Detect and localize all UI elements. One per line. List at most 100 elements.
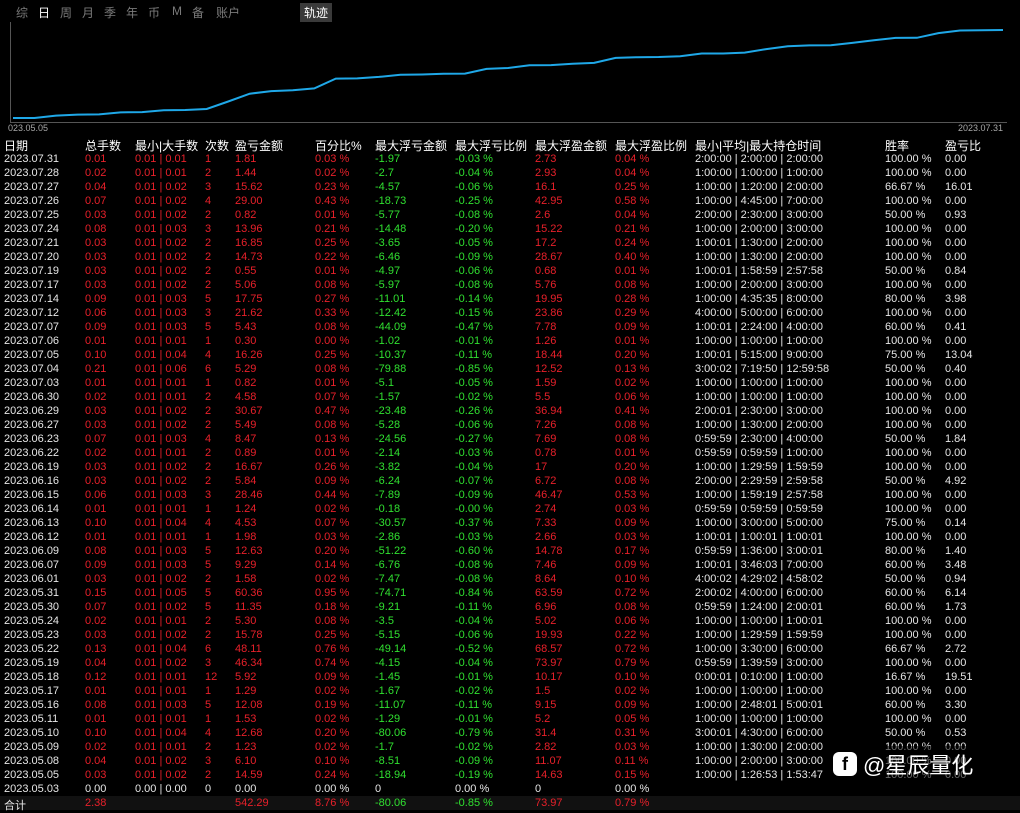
watermark: f @星辰量化 xyxy=(833,746,1017,782)
table-cell: 0.03 xyxy=(85,237,107,249)
table-cell: 0.19 % xyxy=(315,699,350,711)
table-cell: 0.08 % xyxy=(615,433,650,445)
table-row[interactable]: 2023.07.21 0.03 0.01 | 0.02 2 16.85 0.25 % -3.… xyxy=(0,236,1020,250)
tab-7[interactable]: M xyxy=(172,4,182,18)
table-row[interactable]: 2023.06.16 0.03 0.01 | 0.02 2 5.84 0.09 % -6.2… xyxy=(0,474,1020,488)
table-cell: 0.06 % xyxy=(615,391,650,403)
table-cell: -0.08 % xyxy=(455,559,493,571)
table-row[interactable]: 2023.06.15 0.06 0.01 | 0.03 3 28.46 0.44 % -7.… xyxy=(0,488,1020,502)
column-header[interactable]: 次数 xyxy=(205,139,230,153)
table-row[interactable]: 2023.05.03 0.00 0.00 | 0.00 0 0.00 0.00 % 0 0.0… xyxy=(0,782,1020,796)
table-cell: -0.00 % xyxy=(455,503,493,515)
table-cell: -4.57 xyxy=(375,181,401,193)
table-cell: 2023.06.19 xyxy=(4,461,60,473)
table-row[interactable]: 2023.06.13 0.10 0.01 | 0.04 4 4.53 0.07 % -30.… xyxy=(0,516,1020,530)
table-cell: -0.85 % xyxy=(455,363,493,375)
table-cell: 7.78 xyxy=(535,321,557,333)
table-cell: 0.72 % xyxy=(615,587,650,599)
table-row[interactable]: 2023.07.05 0.10 0.01 | 0.04 4 16.26 0.25 % -10… xyxy=(0,348,1020,362)
table-cell: 1.59 xyxy=(535,377,557,389)
column-header[interactable]: 百分比% xyxy=(315,139,362,153)
tab-trajectory[interactable]: 轨迹 xyxy=(300,3,333,22)
table-row[interactable]: 2023.06.09 0.08 0.01 | 0.03 5 12.63 0.20 % -51… xyxy=(0,544,1020,558)
column-header[interactable]: 最小|大手数 xyxy=(135,139,199,153)
table-row[interactable]: 2023.07.07 0.09 0.01 | 0.03 5 5.43 0.08 % -44.… xyxy=(0,320,1020,334)
table-row[interactable]: 2023.07.24 0.08 0.01 | 0.03 3 13.96 0.21 % -14… xyxy=(0,222,1020,236)
column-header[interactable]: 最大浮亏比例 xyxy=(455,139,528,153)
table-cell: 100.00 % xyxy=(885,657,932,669)
table-row[interactable]: 2023.05.23 0.03 0.01 | 0.02 2 15.78 0.25 % -5.… xyxy=(0,628,1020,642)
column-header[interactable]: 最小|平均|最大持仓时间 xyxy=(695,139,822,153)
table-row[interactable]: 2023.05.16 0.08 0.01 | 0.03 5 12.08 0.19 % -11… xyxy=(0,698,1020,712)
column-header[interactable]: 最大浮盈金额 xyxy=(535,139,608,153)
tab-1[interactable]: 日 xyxy=(38,6,51,20)
table-row[interactable]: 2023.06.01 0.03 0.01 | 0.02 2 1.58 0.02 % -7.4… xyxy=(0,572,1020,586)
column-header[interactable]: 盈亏比 xyxy=(945,139,982,153)
table-row[interactable]: 2023.05.19 0.04 0.01 | 0.02 3 46.34 0.74 % -4.… xyxy=(0,656,1020,670)
table-row[interactable]: 2023.07.20 0.03 0.01 | 0.02 2 14.73 0.22 % -6.… xyxy=(0,250,1020,264)
table-cell: 2023.06.23 xyxy=(4,433,60,445)
table-row[interactable]: 2023.05.05 0.03 0.01 | 0.02 2 14.59 0.24 % -18… xyxy=(0,768,1020,782)
table-row[interactable]: 2023.05.22 0.13 0.01 | 0.04 6 48.11 0.76 % -49… xyxy=(0,642,1020,656)
table-cell: 66.67 % xyxy=(885,181,926,193)
table-row[interactable]: 2023.07.27 0.04 0.01 | 0.02 3 15.62 0.23 % -4.… xyxy=(0,180,1020,194)
table-row[interactable]: 2023.07.17 0.03 0.01 | 0.02 2 5.06 0.08 % -5.9… xyxy=(0,278,1020,292)
tab-0[interactable]: 综 xyxy=(16,6,29,20)
table-cell: 2023.07.24 xyxy=(4,223,60,235)
table-cell: 0.25 % xyxy=(615,181,650,193)
column-header[interactable]: 最大浮盈比例 xyxy=(615,139,688,153)
table-row[interactable]: 2023.06.12 0.01 0.01 | 0.01 1 1.98 0.03 % -2.8… xyxy=(0,530,1020,544)
table-cell: 2:00:02 | 4:00:00 | 6:00:00 xyxy=(695,587,824,599)
tab-4[interactable]: 季 xyxy=(104,6,117,20)
table-row[interactable]: 2023.06.27 0.03 0.01 | 0.02 2 5.49 0.08 % -5.2… xyxy=(0,418,1020,432)
tab-2[interactable]: 周 xyxy=(60,6,73,20)
tab-8[interactable]: 备 xyxy=(192,6,205,20)
table-row[interactable]: 2023.05.10 0.10 0.01 | 0.04 4 12.68 0.20 % -80… xyxy=(0,726,1020,740)
tab-5[interactable]: 年 xyxy=(126,6,139,20)
table-row[interactable]: 2023.05.11 0.01 0.01 | 0.01 1 1.53 0.02 % -1.2… xyxy=(0,712,1020,726)
column-header[interactable]: 盈亏金额 xyxy=(235,139,284,153)
table-row[interactable]: 2023.05.18 0.12 0.01 | 0.01 12 5.92 0.09 % -1.… xyxy=(0,670,1020,684)
table-cell: 2.93 xyxy=(535,167,557,179)
table-cell: 0.05 % xyxy=(615,713,650,725)
table-cell: -11.07 xyxy=(375,699,406,711)
table-row[interactable]: 2023.07.14 0.09 0.01 | 0.03 5 17.75 0.27 % -11… xyxy=(0,292,1020,306)
table-row[interactable]: 2023.07.25 0.03 0.01 | 0.02 2 0.82 0.01 % -5.7… xyxy=(0,208,1020,222)
table-row[interactable]: 2023.06.07 0.09 0.01 | 0.03 5 9.29 0.14 % -6.7… xyxy=(0,558,1020,572)
table-row[interactable]: 2023.06.22 0.02 0.01 | 0.01 2 0.89 0.01 % -2.1… xyxy=(0,446,1020,460)
table-row[interactable]: 2023.05.24 0.02 0.01 | 0.01 2 5.30 0.08 % -3.5… xyxy=(0,614,1020,628)
table-cell: 0.01 % xyxy=(315,265,350,277)
table-cell: 1.29 xyxy=(235,685,257,697)
table-row[interactable]: 2023.07.31 0.01 0.01 | 0.01 1 1.81 0.03 % -1.9… xyxy=(0,152,1020,166)
column-header[interactable]: 日期 xyxy=(4,139,29,153)
table-cell: 13.96 xyxy=(235,223,263,235)
table-row[interactable]: 2023.06.14 0.01 0.01 | 0.01 1 1.24 0.02 % -0.1… xyxy=(0,502,1020,516)
table-row[interactable]: 2023.07.06 0.01 0.01 | 0.01 1 0.30 0.00 % -1.0… xyxy=(0,334,1020,348)
table-row[interactable]: 2023.05.31 0.15 0.01 | 0.05 5 60.36 0.95 % -74… xyxy=(0,586,1020,600)
table-cell: 1:00:00 | 2:00:00 | 3:00:00 xyxy=(695,755,824,767)
table-row[interactable]: 2023.07.04 0.21 0.01 | 0.06 6 5.29 0.08 % -79.… xyxy=(0,362,1020,376)
table-row[interactable]: 2023.05.30 0.07 0.01 | 0.02 5 11.35 0.18 % -9.… xyxy=(0,600,1020,614)
column-header[interactable]: 胜率 xyxy=(885,139,910,153)
column-header[interactable]: 最大浮亏金额 xyxy=(375,139,448,153)
table-row[interactable]: 2023.07.03 0.01 0.01 | 0.01 1 0.82 0.01 % -5.1… xyxy=(0,376,1020,390)
table-row[interactable]: 2023.07.12 0.06 0.01 | 0.03 3 21.62 0.33 % -12… xyxy=(0,306,1020,320)
table-cell: 0.10 xyxy=(85,727,107,739)
table-row[interactable]: 2023.06.29 0.03 0.01 | 0.02 2 30.67 0.47 % -23… xyxy=(0,404,1020,418)
table-cell: 0.01 | 0.01 xyxy=(135,503,187,515)
table-row[interactable]: 2023.07.28 0.02 0.01 | 0.01 2 1.44 0.02 % -2.7… xyxy=(0,166,1020,180)
column-header[interactable]: 总手数 xyxy=(85,139,122,153)
table-row[interactable]: 2023.06.23 0.07 0.01 | 0.03 4 8.47 0.13 % -24.… xyxy=(0,432,1020,446)
tab-3[interactable]: 月 xyxy=(82,6,95,20)
table-row[interactable]: 2023.07.19 0.03 0.01 | 0.02 2 0.55 0.01 % -4.9… xyxy=(0,264,1020,278)
table-cell: 19.93 xyxy=(535,629,563,641)
table-cell: 18.44 xyxy=(535,349,563,361)
table-cell: 0.01 % xyxy=(315,377,350,389)
table-row[interactable]: 2023.06.30 0.02 0.01 | 0.01 2 4.58 0.07 % -1.5… xyxy=(0,390,1020,404)
table-row[interactable]: 2023.07.26 0.07 0.01 | 0.02 4 29.00 0.43 % -18… xyxy=(0,194,1020,208)
table-row[interactable]: 2023.06.19 0.03 0.01 | 0.02 2 16.67 0.26 % -3.… xyxy=(0,460,1020,474)
tab-9[interactable]: 账户 xyxy=(216,6,241,20)
table-row[interactable]: 2023.05.17 0.01 0.01 | 0.01 1 1.29 0.02 % -1.6… xyxy=(0,684,1020,698)
tab-6[interactable]: 币 xyxy=(148,6,161,20)
table-cell: 0 xyxy=(535,783,542,795)
